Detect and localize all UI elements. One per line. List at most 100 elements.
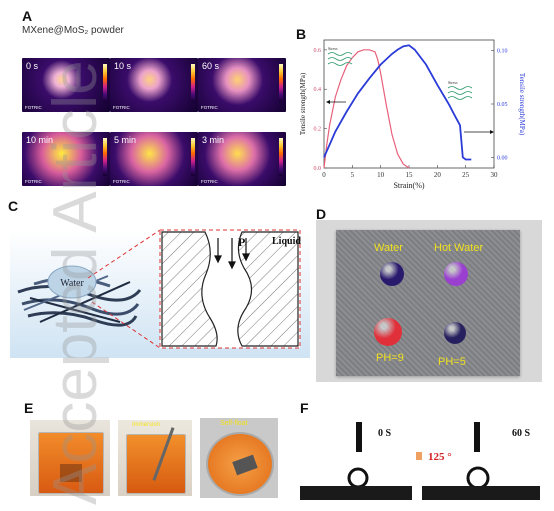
x-tick-label: 15: [406, 171, 414, 179]
panel-letter-d: D: [316, 206, 327, 222]
y-tick-label: 0.6: [314, 48, 322, 54]
panel-a-title: MXene@MoS₂ powder: [22, 25, 124, 36]
thermal-brand-label: FOTRIC: [201, 105, 218, 110]
thermal-color-scale: [191, 64, 195, 102]
thermal-time-label: 5 min: [114, 135, 137, 145]
beaker-2: [126, 434, 186, 494]
label-self-float: Self-float: [220, 420, 248, 427]
needle-0s: [356, 422, 362, 452]
stress-inset-right: [447, 91, 473, 95]
thermal-time-label: 3 min: [202, 135, 225, 145]
x-tick-label: 30: [491, 171, 499, 179]
thermal-color-scale: [103, 138, 107, 176]
panel-letter-c: C: [8, 198, 19, 214]
substrate-60s: [422, 486, 540, 500]
thermal-color-scale: [279, 138, 283, 176]
time-0s: 0 S: [378, 428, 392, 439]
thermal-brand-label: FOTRIC: [113, 179, 130, 184]
drop-ph5: [444, 322, 466, 344]
pore-wall-right: [237, 231, 299, 347]
photo-e-3: Self-float: [200, 418, 278, 498]
thermal-time-label: 10 s: [114, 61, 132, 71]
stress-inset-left: [327, 57, 353, 61]
water-droplet: [47, 265, 97, 299]
contact-angle-value: 125 °: [428, 451, 452, 463]
x-tick-label: 25: [462, 171, 470, 179]
drop-ph9: [374, 318, 402, 346]
thermal-color-scale: [191, 138, 195, 176]
photo-e-1: [30, 420, 110, 496]
panel-letter-e: E: [24, 400, 34, 416]
right-axis-arrowhead: [490, 130, 494, 134]
stress-inset-right-label: Stress: [448, 80, 458, 85]
label-ph5: PH=5: [438, 356, 466, 368]
y-tick-label: 0.4: [314, 87, 322, 93]
panel-letter-a: A: [22, 8, 33, 24]
plot-frame: [323, 39, 495, 169]
thermal-color-scale: [103, 64, 107, 102]
label-ph9: PH=9: [376, 352, 404, 364]
y2-axis-label: Tensile strength(MPa): [518, 73, 526, 136]
thermal-time-label: 60 s: [202, 61, 220, 71]
substrate-0s: [300, 486, 412, 500]
thermal-frame: 5 min FOTRIC: [110, 132, 198, 186]
y-tick-label: 0.0: [314, 166, 322, 172]
panel-letter-b: B: [296, 26, 307, 42]
contact-angle-images: 0 S 60 S 125 °: [300, 414, 540, 500]
stress-inset-left-label: Stress: [328, 46, 338, 51]
series-line-right: [323, 44, 472, 161]
water-label: Water: [60, 278, 84, 289]
pressure-label: P: [238, 235, 245, 249]
x-axis-label: Strain(%): [393, 181, 424, 190]
watermark: Accepted Article: [41, 60, 110, 505]
thermal-brand-label: FOTRIC: [25, 179, 42, 184]
frame-60s: [422, 414, 540, 500]
photo-e-2: Immersion: [118, 420, 192, 496]
stress-inset-right: [447, 96, 473, 100]
wetting-diagram: Water P Liquid: [10, 229, 310, 358]
drop-water: [380, 262, 404, 286]
thermal-color-scale: [279, 64, 283, 102]
x-tick-label: 0: [322, 171, 326, 179]
liquid-label: Liquid: [272, 236, 301, 247]
thermal-frame: 10 min FOTRIC: [22, 132, 110, 186]
tensile-chart: 0 5 10 15 20 25 30 0.0 0.2 0.4 0.6 0.00 0.05 0.10 Stra…: [299, 39, 526, 190]
label-water: Water: [374, 242, 403, 254]
pressure-arrows: [214, 238, 250, 270]
stress-inset-right: [447, 86, 473, 90]
pore-wall-left: [161, 231, 218, 347]
thermal-brand-label: FOTRIC: [25, 105, 42, 110]
fabric-sample: [336, 230, 520, 376]
stress-inset-left: [327, 62, 353, 66]
thermal-time-label: 10 min: [26, 135, 54, 145]
stress-inset-left: [327, 52, 353, 56]
thermal-time-label: 0 s: [26, 61, 39, 71]
thermal-brand-label: FOTRIC: [201, 179, 218, 184]
thermal-brand-label: FOTRIC: [113, 105, 130, 110]
zoom-line-top: [87, 229, 161, 279]
y2-tick-label: 0.00: [497, 155, 508, 161]
photo-d: Water Hot Water PH=9 PH=5: [316, 220, 542, 382]
thermal-frame: 60 s FOTRIC: [198, 58, 286, 112]
beaker-1: [38, 432, 104, 494]
y2-tick-label: 0.10: [497, 49, 508, 55]
thermal-frame: 3 min FOTRIC: [198, 132, 286, 186]
panel-a: A MXene@MoS₂ powder 0 s FOTRIC 10 s FOTRIC 6…: [0, 0, 290, 200]
x-tick-label: 10: [377, 171, 385, 179]
thermal-frame: 0 s FOTRIC: [22, 58, 110, 112]
time-60s: 60 S: [512, 428, 531, 439]
label-hot-water: Hot Water: [434, 242, 484, 254]
thermal-frame: 10 s FOTRIC: [110, 58, 198, 112]
sample-1: [60, 464, 82, 482]
panel-letter-f: F: [300, 400, 309, 416]
y2-tick-label: 0.05: [497, 102, 508, 108]
label-immersion: Immersion: [132, 422, 161, 428]
drop-hot-water: [444, 262, 468, 286]
x-tick-label: 20: [434, 171, 442, 179]
y-tick-label: 0.2: [314, 127, 322, 133]
x-tick-label: 5: [351, 171, 355, 179]
left-axis-arrowhead: [326, 100, 330, 104]
series-line-left: [323, 49, 410, 169]
needle-60s: [474, 422, 480, 452]
y-axis-label: Tensile strength(MPa): [299, 72, 307, 135]
